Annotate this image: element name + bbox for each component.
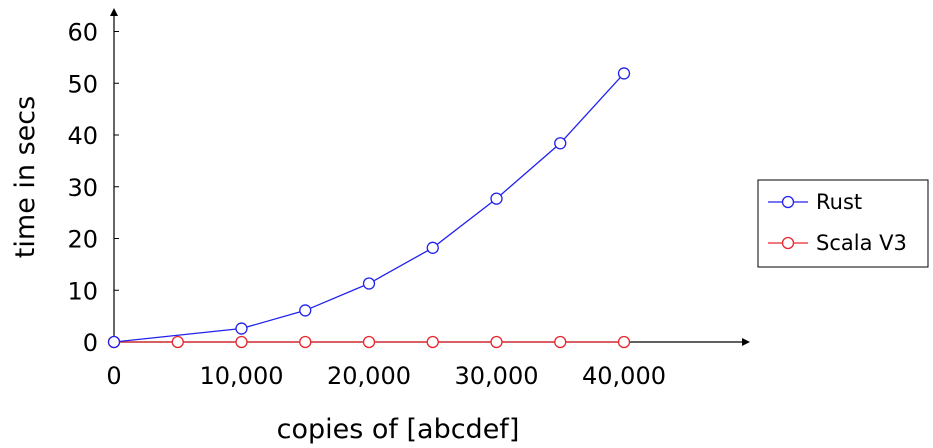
series-layer: [107, 67, 631, 349]
data-point-rust: [235, 322, 248, 335]
legend: Rust Scala V3: [757, 179, 929, 268]
y-axis-arrow-icon: [110, 8, 118, 16]
x-axis-arrow-icon: [742, 338, 750, 346]
y-tick-label: 60: [67, 19, 98, 47]
legend-box: [757, 179, 929, 268]
y-tick-label: 30: [67, 174, 98, 202]
x-tick-label: 20,000: [327, 362, 411, 390]
x-tick-label: 40,000: [582, 362, 666, 390]
y-tick-label: 50: [67, 70, 98, 98]
data-point-scala-v3: [617, 335, 631, 349]
legend-label-scala-v3: Scala V3: [816, 231, 907, 255]
x-tick-label: 10,000: [200, 362, 284, 390]
data-point-rust: [107, 335, 121, 349]
legend-marker-scala-v3: [781, 236, 795, 250]
x-tick-label: 0: [106, 362, 121, 390]
x-tick-label: 30,000: [455, 362, 539, 390]
series-line-rust: [113, 72, 625, 343]
legend-label-rust: Rust: [816, 190, 862, 214]
y-axis-label: time in secs: [10, 96, 41, 258]
data-point-rust: [299, 304, 312, 317]
data-point-rust: [617, 67, 631, 80]
data-point-rust: [426, 241, 439, 254]
y-tick-label: 40: [67, 122, 98, 150]
y-tick-label: 20: [67, 226, 98, 254]
data-point-scala-v3: [554, 335, 567, 349]
x-axis-label: copies of [abcdef]: [277, 414, 520, 445]
y-tick-label: 10: [67, 277, 98, 305]
data-point-scala-v3: [362, 335, 376, 349]
data-point-scala-v3: [171, 335, 184, 349]
data-point-scala-v3: [426, 335, 439, 349]
data-point-scala-v3: [299, 335, 312, 349]
legend-marker-rust: [781, 195, 795, 209]
ticks: 0 10,000 20,000 30,000 40,000 0 10 20 30 40 50 60: [67, 19, 666, 391]
data-point-rust: [362, 277, 376, 290]
axes: [110, 8, 750, 346]
data-point-scala-v3: [235, 335, 248, 349]
data-point-rust: [554, 137, 567, 150]
data-point-rust: [490, 192, 503, 205]
data-point-scala-v3: [490, 335, 503, 349]
y-tick-label: 0: [83, 329, 98, 357]
